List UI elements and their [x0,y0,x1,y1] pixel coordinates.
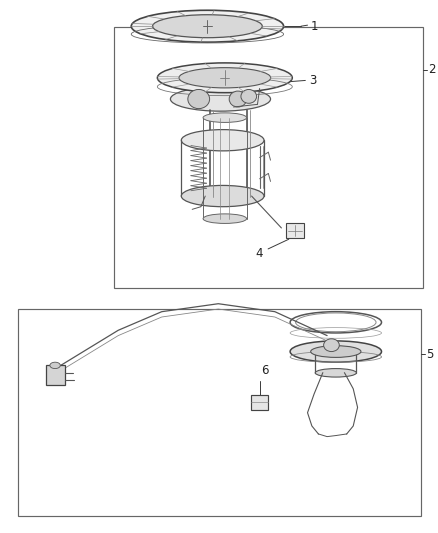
Bar [46,366,65,384]
Text: 5: 5 [426,348,434,361]
Bar [251,394,268,409]
Ellipse shape [315,368,357,377]
Text: 2: 2 [428,63,435,76]
Ellipse shape [203,214,247,223]
Ellipse shape [50,362,60,368]
Text: 4: 4 [255,239,289,260]
Ellipse shape [181,185,264,207]
Text: 3: 3 [309,75,316,87]
Text: 6: 6 [261,364,268,377]
Ellipse shape [131,10,283,42]
Ellipse shape [290,341,381,362]
Bar [286,223,304,238]
Ellipse shape [188,90,210,109]
Ellipse shape [311,346,361,358]
Ellipse shape [241,90,257,103]
Ellipse shape [181,130,264,151]
Ellipse shape [203,113,247,123]
Ellipse shape [324,339,339,352]
Ellipse shape [152,15,262,38]
Bar [18,309,420,516]
Ellipse shape [170,87,271,111]
Ellipse shape [179,68,271,88]
Text: 1: 1 [311,20,318,33]
Ellipse shape [229,91,247,107]
Bar [114,27,423,288]
Ellipse shape [157,63,292,93]
